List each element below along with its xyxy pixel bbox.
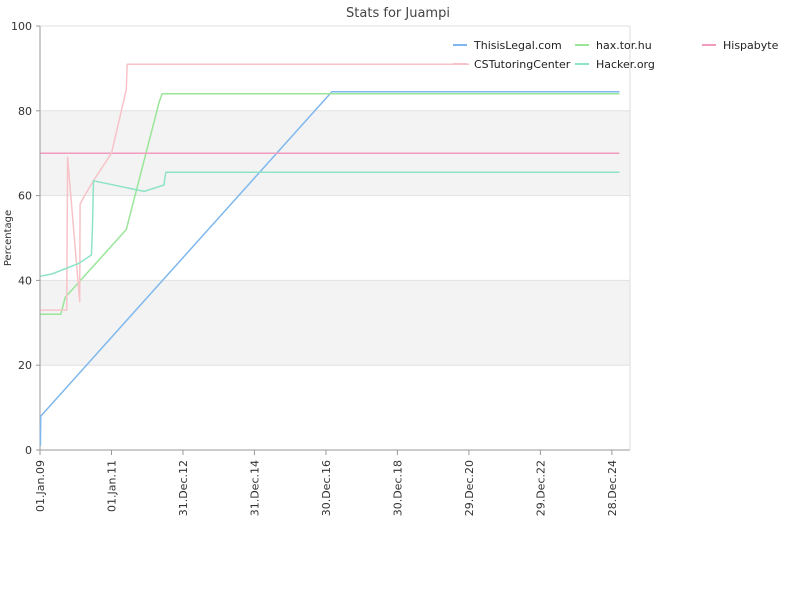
y-tick-label: 0 bbox=[25, 444, 32, 457]
y-axis-label: Percentage bbox=[3, 210, 14, 266]
y-tick-label: 20 bbox=[18, 359, 32, 372]
legend-label: Hispabyte bbox=[723, 39, 779, 52]
grid-band bbox=[40, 280, 630, 366]
series-line bbox=[40, 93, 620, 316]
x-tick-label: 29.Dec.22 bbox=[534, 460, 547, 516]
legend-label: CSTutoringCenter bbox=[474, 58, 571, 71]
grid-bands bbox=[40, 110, 630, 366]
x-tick-label: 29.Dec.20 bbox=[463, 460, 476, 516]
y-tick-label: 80 bbox=[18, 105, 32, 118]
x-tick-label: 01.Jan.09 bbox=[34, 460, 47, 512]
x-tick-label: 28.Dec.24 bbox=[606, 460, 619, 516]
legend-label: hax.tor.hu bbox=[596, 39, 652, 52]
grid-lines bbox=[40, 25, 630, 366]
y-tick-label: 60 bbox=[18, 190, 32, 203]
x-tick-label: 30.Dec.16 bbox=[320, 460, 333, 516]
x-tick-label: 31.Dec.14 bbox=[248, 460, 261, 516]
legend-label: ThisisLegal.com bbox=[473, 39, 562, 52]
series-line bbox=[39, 90, 620, 446]
series-line bbox=[40, 63, 470, 311]
legend-label: Hacker.org bbox=[596, 58, 655, 71]
y-tick-labels: 0 20 40 60 80 100 bbox=[11, 20, 40, 457]
x-tick-label: 31.Dec.12 bbox=[177, 460, 190, 516]
x-tick-labels: 01.Jan.09 01.Jan.11 31.Dec.12 31.Dec.14 30.D… bbox=[34, 450, 619, 516]
x-tick-label: 01.Jan.11 bbox=[105, 460, 118, 512]
legend: ThisisLegal.com hax.tor.hu Hispabyte CSTuto… bbox=[453, 39, 779, 71]
series-line bbox=[40, 171, 620, 277]
chart-title: Stats for Juampi bbox=[346, 6, 450, 21]
x-tick-label: 30.Dec.18 bbox=[391, 460, 404, 516]
y-tick-label: 40 bbox=[18, 274, 32, 287]
y-tick-label: 100 bbox=[11, 20, 32, 33]
series-lines bbox=[39, 63, 620, 446]
